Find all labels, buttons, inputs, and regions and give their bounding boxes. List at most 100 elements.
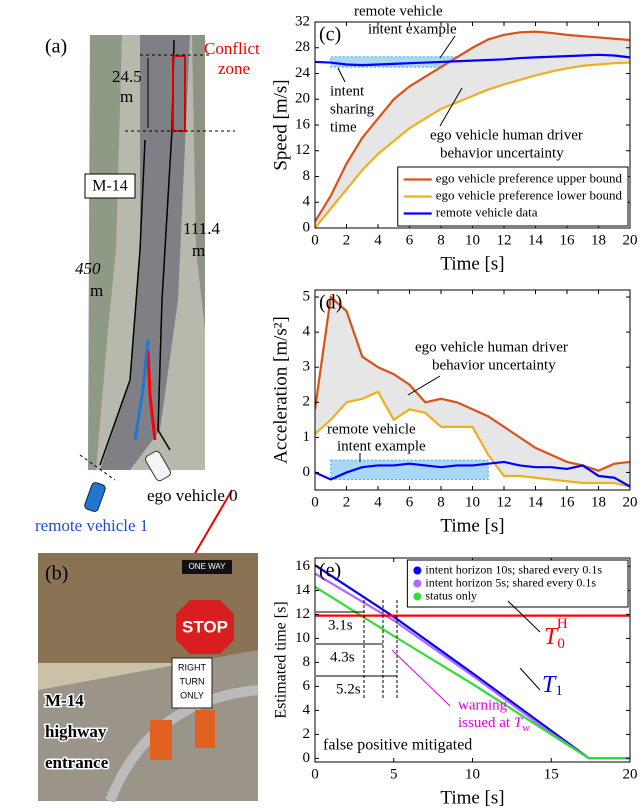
distance-label: 24.5 bbox=[112, 67, 142, 86]
barrel bbox=[195, 710, 215, 748]
x-tick-label: 0 bbox=[311, 494, 319, 510]
x-tick-label: 20 bbox=[623, 494, 638, 510]
y-tick-label: 1 bbox=[303, 429, 311, 445]
x-tick-label: 10 bbox=[465, 232, 480, 248]
x-tick-label: 10 bbox=[465, 494, 480, 510]
y-tick-label: 0 bbox=[303, 750, 311, 766]
y-tick-label: 0 bbox=[303, 219, 311, 235]
entrance-text: highway bbox=[45, 722, 107, 741]
x-tick-label: 12 bbox=[497, 232, 512, 248]
subscript: w bbox=[522, 722, 530, 734]
uncertainty-band bbox=[315, 297, 630, 486]
subscript: 1 bbox=[555, 683, 563, 699]
x-tick-label: 20 bbox=[623, 766, 638, 782]
annotation-part: issued at bbox=[458, 715, 514, 731]
sign-text: ONE WAY bbox=[189, 562, 227, 571]
chart: 051015200246810121416Time [s]Estimated t… bbox=[273, 558, 638, 809]
y-tick-label: 5 bbox=[303, 288, 311, 304]
annotation: behavior uncertainty bbox=[440, 145, 564, 161]
annotation: intent example bbox=[337, 438, 426, 454]
annotation: remote vehicle bbox=[327, 421, 416, 437]
y-tick-label: 16 bbox=[295, 558, 311, 574]
y-axis-label: Acceleration [m/s²] bbox=[270, 316, 291, 464]
conflict-zone-label: zone bbox=[218, 59, 250, 78]
legend-label: remote vehicle data bbox=[436, 204, 538, 219]
annotation: intent example bbox=[368, 21, 457, 37]
remote-vehicle-label: remote vehicle 1 bbox=[35, 516, 148, 535]
y-tick-label: 8 bbox=[303, 168, 311, 184]
y-tick-label: 4 bbox=[303, 324, 311, 340]
remote-vehicle-icon bbox=[84, 481, 107, 512]
y-tick-label: 14 bbox=[295, 582, 311, 598]
y-tick-label: 0 bbox=[303, 464, 311, 480]
annotation: 4.3s bbox=[330, 649, 355, 665]
arrow bbox=[408, 376, 440, 395]
y-tick-label: 4 bbox=[303, 194, 311, 210]
x-tick-label: 4 bbox=[374, 494, 382, 510]
y-tick-label: 16 bbox=[295, 116, 311, 132]
barrel bbox=[150, 720, 172, 760]
x-axis-label: Time [s] bbox=[440, 253, 504, 274]
y-tick-label: 32 bbox=[295, 13, 310, 29]
x-tick-label: 10 bbox=[465, 766, 480, 782]
legend-label: status only bbox=[425, 588, 477, 602]
legend-label: intent horizon 5s; shared every 0.1s bbox=[425, 575, 596, 589]
y-tick-label: 4 bbox=[303, 702, 311, 718]
x-tick-label: 20 bbox=[623, 232, 638, 248]
annotations-e: 3.1s 4.3s 5.2s warning issued at Tw fals… bbox=[316, 600, 568, 754]
annotation: intent bbox=[330, 83, 365, 99]
entrance-text: entrance bbox=[45, 753, 109, 772]
annotation: remote vehicle bbox=[354, 3, 443, 19]
x-tick-label: 12 bbox=[497, 494, 512, 510]
panel-label: (e) bbox=[319, 560, 341, 582]
arrow bbox=[520, 668, 540, 690]
annotation: ego vehicle human driver bbox=[415, 339, 568, 355]
y-tick-label: 20 bbox=[295, 91, 310, 107]
annotation: 5.2s bbox=[336, 681, 361, 697]
annotation: time bbox=[330, 119, 357, 135]
annotation: behavior uncertainty bbox=[432, 357, 556, 373]
legend: intent horizon 10s; shared every 0.1sint… bbox=[407, 560, 628, 607]
panel-label: (b) bbox=[45, 563, 68, 585]
chart: 02468101214161820048121620242832Time [s]… bbox=[270, 13, 637, 274]
y-tick-label: 3 bbox=[303, 359, 311, 375]
arrow bbox=[440, 36, 455, 58]
sign-text: RIGHT bbox=[178, 662, 207, 672]
x-tick-label: 16 bbox=[560, 494, 576, 510]
x-tick-label: 0 bbox=[311, 232, 319, 248]
figure: (a) Conflict zone 24.5 m M-14 450 m 111.… bbox=[0, 0, 642, 811]
x-tick-label: 2 bbox=[343, 232, 351, 248]
x-tick-label: 5 bbox=[390, 766, 398, 782]
annotation: 3.1s bbox=[328, 617, 353, 633]
distance-label: 111.4 bbox=[183, 219, 220, 238]
distance-label: m bbox=[192, 241, 205, 260]
x-tick-label: 18 bbox=[591, 494, 606, 510]
arrow bbox=[338, 68, 345, 82]
x-axis-label: Time [s] bbox=[440, 515, 504, 536]
sign-text: ONLY bbox=[180, 690, 204, 700]
legend-swatch bbox=[413, 593, 421, 601]
y-tick-label: 24 bbox=[295, 65, 311, 81]
y-tick-label: 6 bbox=[303, 678, 311, 694]
annotation: sharing bbox=[330, 101, 375, 117]
x-tick-label: 16 bbox=[560, 232, 576, 248]
panel-label: (a) bbox=[45, 36, 67, 58]
legend-label: ego vehicle preference upper bound bbox=[436, 170, 623, 185]
entrance-text: M-14 bbox=[45, 691, 84, 710]
legend-label: intent horizon 10s; shared every 0.1s bbox=[425, 562, 602, 576]
superscript: H bbox=[557, 616, 568, 632]
y-tick-label: 2 bbox=[303, 726, 311, 742]
y-axis-label: Estimated time [s] bbox=[273, 601, 290, 718]
legend: ego vehicle preference upper bound ego ve… bbox=[398, 167, 628, 226]
y-axis-label: Speed [m/s] bbox=[270, 79, 291, 170]
ego-vehicle-label: ego vehicle 0 bbox=[147, 486, 238, 505]
x-tick-label: 4 bbox=[374, 232, 382, 248]
x-tick-label: 14 bbox=[528, 232, 544, 248]
annotation: issued at Tw bbox=[458, 715, 530, 733]
x-tick-label: 6 bbox=[406, 232, 414, 248]
y-tick-label: 12 bbox=[295, 142, 310, 158]
x-tick-label: 8 bbox=[437, 494, 445, 510]
y-tick-label: 10 bbox=[295, 630, 310, 646]
legend-label: ego vehicle preference lower bound bbox=[436, 187, 623, 202]
